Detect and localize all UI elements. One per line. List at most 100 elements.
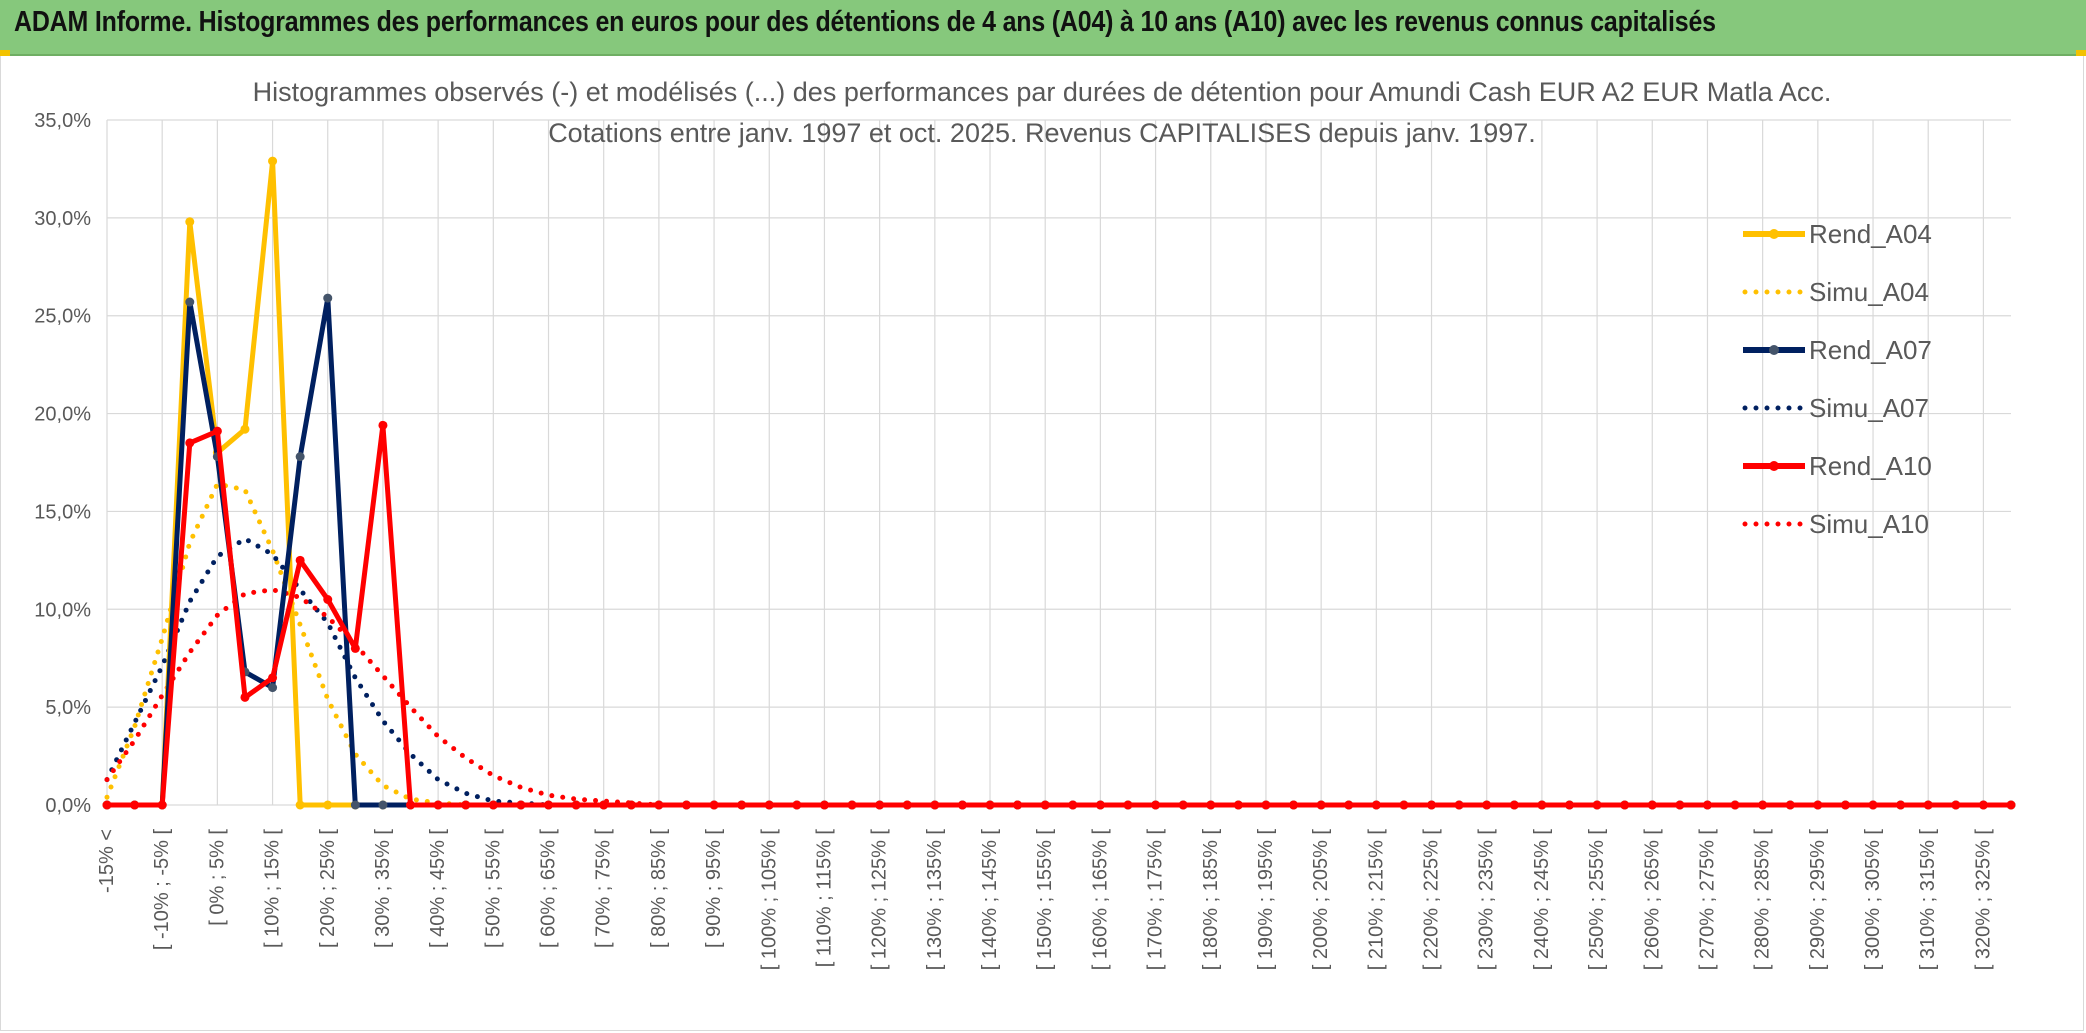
chart-subtitle: Cotations entre janv. 1997 et oct. 2025.… [548, 118, 1536, 148]
data-point [323, 800, 333, 810]
data-point [985, 800, 995, 810]
data-point [1896, 800, 1906, 810]
data-point [157, 800, 167, 810]
data-point [323, 293, 333, 303]
data-point [1978, 800, 1988, 810]
data-point [1261, 800, 1271, 810]
series [102, 156, 2016, 810]
data-point [2006, 800, 2016, 810]
data-point [1233, 800, 1243, 810]
data-point [930, 800, 940, 810]
data-point [1758, 800, 1768, 810]
data-point [1013, 800, 1023, 810]
chart-area: Histogrammes observés (-) et modélisés (… [0, 56, 2084, 1031]
x-tick-label: [ 70% ; 75% [ [593, 829, 615, 948]
y-tick-label: 5,0% [45, 697, 91, 719]
x-tick-label: [ 280% ; 285% [ [1752, 829, 1774, 971]
x-tick-label: [ 220% ; 225% [ [1421, 829, 1443, 971]
x-tick-label: [ 270% ; 275% [ [1696, 829, 1718, 971]
data-point [488, 800, 498, 810]
data-point [1951, 800, 1961, 810]
data-point [240, 692, 250, 702]
legend-item-simu-a10: Simu_A10 [1742, 509, 1929, 539]
legend-item-rend-a07: Rend_A07 [1743, 335, 1932, 365]
data-point [709, 800, 719, 810]
chart-title: Histogrammes observés (-) et modélisés (… [253, 77, 1832, 107]
y-tick-label: 10,0% [34, 599, 91, 621]
data-point [544, 800, 554, 810]
x-tick-label: [ 320% ; 325% [ [1972, 829, 1994, 971]
data-point [1371, 800, 1381, 810]
data-point [1151, 800, 1161, 810]
x-tick-label: [ 240% ; 245% [ [1531, 829, 1553, 971]
legend-label: Rend_A10 [1809, 451, 1932, 481]
x-tick-label: [ 250% ; 255% [ [1586, 829, 1608, 971]
corner-marker-right [2076, 50, 2086, 56]
y-tick-label: 30,0% [34, 208, 91, 230]
data-point [268, 156, 278, 166]
data-point [130, 800, 140, 810]
data-point [681, 800, 691, 810]
data-point [212, 426, 222, 436]
data-point [1592, 800, 1602, 810]
data-point [295, 452, 305, 462]
y-axis: 0,0% 5,0% 10,0% 15,0% 20,0% 25,0% 30,0% 35,0% [34, 110, 91, 817]
corner-marker-left [0, 50, 10, 56]
data-point [1040, 800, 1050, 810]
x-tick-label: [ 210% ; 215% [ [1365, 829, 1387, 971]
y-tick-label: 25,0% [34, 306, 91, 328]
series-line-simu-a10 [104, 587, 2014, 808]
data-point [378, 420, 388, 430]
legend-marker [1769, 229, 1779, 239]
x-tick-label: [ 160% ; 165% [ [1089, 829, 1111, 971]
data-point [350, 643, 360, 653]
y-tick-label: 35,0% [34, 110, 91, 132]
data-point [433, 800, 443, 810]
x-axis: -15% < [ -10% ; -5% [[ 0% ; 5% [[ 10% ; 1… [96, 829, 1994, 971]
legend-item-simu-a04: Simu_A04 [1742, 277, 1929, 307]
data-point [737, 800, 747, 810]
legend-label: Simu_A07 [1809, 393, 1929, 423]
legend-label: Rend_A07 [1809, 335, 1932, 365]
x-tick-label: [ 90% ; 95% [ [703, 829, 725, 948]
legend-item-rend-a10: Rend_A10 [1743, 451, 1932, 481]
data-point [1537, 800, 1547, 810]
x-tick-label: [ 200% ; 205% [ [1310, 829, 1332, 971]
x-tick-label: -15% < [96, 829, 118, 893]
x-tick-label: [ 60% ; 65% [ [538, 829, 560, 948]
data-point [571, 800, 581, 810]
x-tick-label: [ 20% ; 25% [ [317, 829, 339, 948]
data-point [350, 800, 360, 810]
x-tick-label: [ 180% ; 185% [ [1200, 829, 1222, 971]
x-tick-label: [ 300% ; 305% [ [1862, 829, 1884, 971]
x-tick-label: [ 310% ; 315% [ [1917, 829, 1939, 971]
report-banner: ADAM Informe. Histogrammes des performan… [0, 0, 2086, 56]
x-tick-label: [ 50% ; 55% [ [482, 829, 504, 948]
x-tick-label: [ 170% ; 175% [ [1145, 829, 1167, 971]
data-point [1316, 800, 1326, 810]
series-line-rend-a04 [107, 158, 2011, 808]
data-point [1206, 800, 1216, 810]
data-point [268, 673, 278, 683]
data-point [1840, 800, 1850, 810]
data-point [1123, 800, 1133, 810]
data-point [792, 800, 802, 810]
data-point [1509, 800, 1519, 810]
y-tick-label: 0,0% [45, 795, 91, 817]
data-point [1620, 800, 1630, 810]
data-point [1344, 800, 1354, 810]
y-tick-label: 15,0% [34, 501, 91, 523]
legend-marker [1769, 345, 1779, 355]
data-point [185, 297, 195, 307]
data-point [626, 800, 636, 810]
data-point [1730, 800, 1740, 810]
data-point [1454, 800, 1464, 810]
data-point [1095, 800, 1105, 810]
data-point [461, 800, 471, 810]
data-point [268, 683, 278, 693]
data-point [102, 800, 112, 810]
x-tick-label: [ 80% ; 85% [ [648, 829, 670, 948]
data-point [902, 800, 912, 810]
data-point [516, 800, 526, 810]
data-point [185, 438, 195, 448]
